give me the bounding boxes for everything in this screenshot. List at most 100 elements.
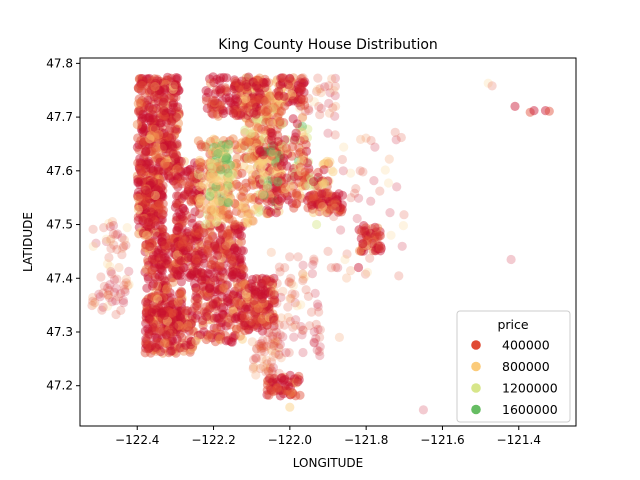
data-point [262,162,272,172]
data-point [258,150,268,160]
data-point [177,316,187,326]
data-point [133,204,143,215]
data-point [142,217,152,227]
data-point [134,74,145,84]
data-point [170,108,180,118]
data-point [166,346,176,356]
data-point [272,186,282,196]
data-point [148,84,158,94]
data-point [138,201,148,212]
data-point [229,100,239,110]
data-point [134,163,144,173]
data-point [282,386,292,396]
data-point [232,162,242,172]
data-point [285,91,295,101]
data-point [224,190,234,200]
data-point [148,250,159,260]
data-point [317,180,327,190]
data-point [171,80,181,90]
legend-label: 800000 [502,359,550,374]
data-point [148,279,158,289]
data-point [173,270,183,281]
data-point [296,321,306,332]
data-point [318,179,328,189]
data-point [223,249,233,259]
data-point [157,283,168,293]
data-point [163,311,173,321]
data-point [144,137,154,148]
data-point [97,305,107,315]
data-point [198,281,208,291]
data-point [176,239,186,249]
data-point [153,269,163,280]
data-point [285,390,296,400]
data-point [183,321,193,331]
data-point [215,211,225,221]
data-point [298,274,308,284]
data-point [161,245,171,255]
data-point [325,157,335,167]
data-point [152,231,162,241]
data-point [260,289,270,299]
data-point [224,226,234,236]
data-point [189,171,199,181]
data-point [247,337,257,347]
data-point [198,280,208,290]
data-point [148,167,158,177]
data-point [141,297,151,307]
data-point [170,130,180,140]
data-point [276,175,286,185]
data-point [257,79,267,90]
data-point [262,359,272,369]
data-point [279,73,289,83]
data-point [323,176,333,186]
data-point [256,338,266,348]
data-point [186,197,196,207]
data-point [254,202,264,212]
data-point [167,263,177,274]
data-point [260,317,270,327]
data-point [107,217,117,227]
data-point [357,226,367,236]
data-point [205,301,215,311]
data-point [156,183,166,193]
data-point [154,89,164,99]
data-point [270,191,280,201]
data-point [246,106,256,116]
data-point [222,86,232,97]
data-point [243,218,253,228]
data-point [205,304,215,314]
data-point [279,118,289,128]
data-point [170,154,180,164]
data-point [144,329,154,339]
data-point [246,88,256,98]
data-point [141,163,151,173]
data-point [179,255,189,265]
data-point [232,307,242,317]
data-point [324,108,335,118]
data-point [266,288,276,298]
data-point [232,96,243,106]
data-point [150,124,161,134]
data-point [164,307,174,317]
data-point [216,161,226,171]
y-tick-label: 47.4 [46,271,73,285]
data-point [107,297,117,307]
data-point [216,87,226,97]
data-point [161,285,171,295]
data-point [172,200,182,210]
data-point [312,84,322,95]
data-point [228,331,238,342]
data-point [190,295,200,305]
data-point [176,286,186,296]
data-point [261,274,271,284]
data-point [223,168,233,178]
data-point [291,168,301,178]
data-point [144,309,154,319]
data-point [261,276,271,286]
data-point [221,245,231,255]
data-point [322,191,332,201]
data-point [218,142,229,152]
data-point [373,223,383,233]
data-point [151,259,161,269]
